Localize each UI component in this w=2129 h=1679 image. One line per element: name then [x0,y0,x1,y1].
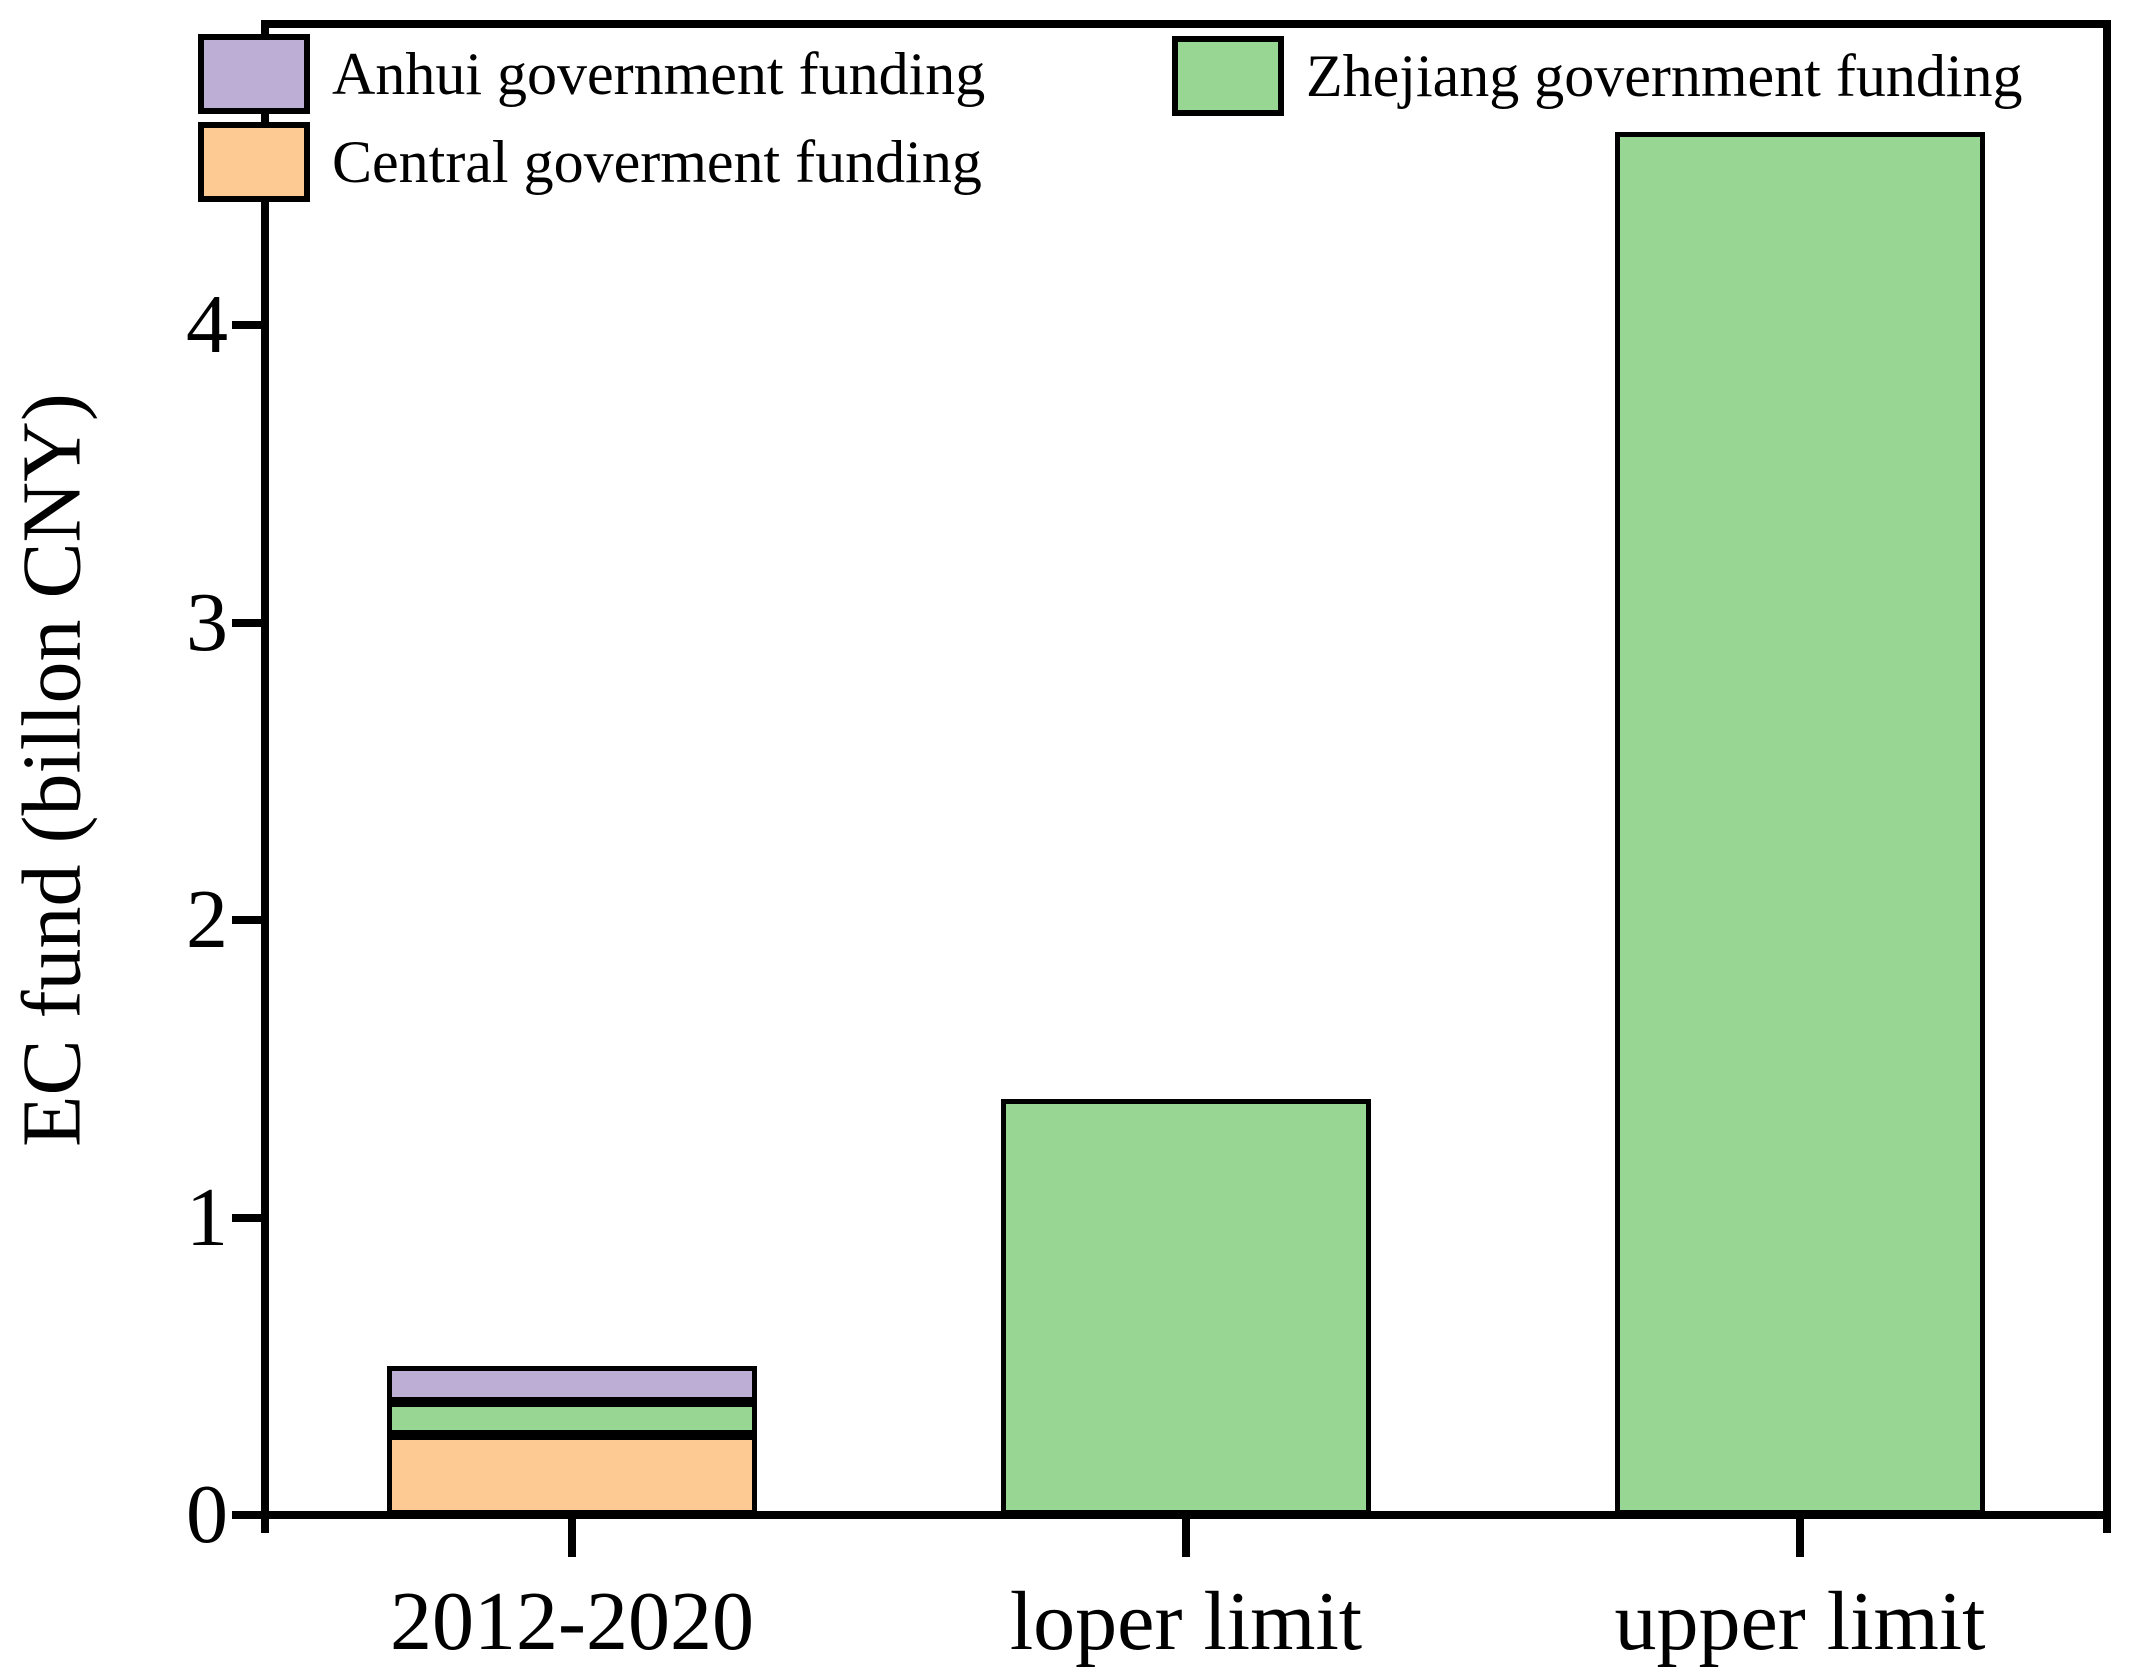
legend-label-zhejiang: Zhejiang government funding [1306,43,2023,109]
legend-label-central: Central goverment funding [332,129,982,195]
bar-segment 2012-2020 Zhejiang government funding [387,1401,757,1435]
x-category-label-upper limit: upper limit [1614,1575,1986,1668]
y-axis-title-text: EC fund (billon CNY) [5,393,99,1147]
right-spine [2103,20,2111,1533]
bar-segment 2012-2020 Central goverment funding [387,1434,757,1515]
legend-entry-anhui: Anhui government funding [198,34,985,114]
x-tick-2012-2020 [568,1519,576,1557]
legend-entry-zhejiang: Zhejiang government funding [1172,36,2022,116]
legend-swatch-anhui [198,34,310,114]
legend-swatch-central [198,122,310,202]
x-tick-loper limit [1182,1519,1190,1557]
legend-entry-central: Central goverment funding [198,122,982,202]
x-axis-line [261,1511,2111,1519]
y-tick-label-1: 1 [186,1170,228,1264]
legend-label-anhui: Anhui government funding [332,41,986,107]
y-tick-1 [232,1213,262,1222]
bar-segment loper limit Zhejiang government funding [1001,1098,1371,1515]
x-category-label-2012-2020: 2012-2020 [390,1575,754,1668]
legend-swatch-zhejiang [1172,36,1284,116]
y-tick-3 [232,618,262,627]
top-spine [261,20,2111,28]
y-tick-label-3: 3 [186,575,228,669]
x-category-label-loper limit: loper limit [1009,1575,1363,1668]
bar-segment upper limit Zhejiang government funding [1615,132,1985,1515]
y-tick-4 [232,321,262,330]
y-tick-label-0: 0 [186,1468,228,1561]
y-tick-label-4: 4 [186,278,228,372]
y-tick-0 [232,1511,262,1519]
left-spine [261,20,269,1533]
y-tick-label-2: 2 [186,873,228,967]
x-tick-upper limit [1796,1519,1804,1557]
y-tick-2 [232,916,262,925]
bar-segment 2012-2020 Anhui government funding [387,1366,757,1402]
